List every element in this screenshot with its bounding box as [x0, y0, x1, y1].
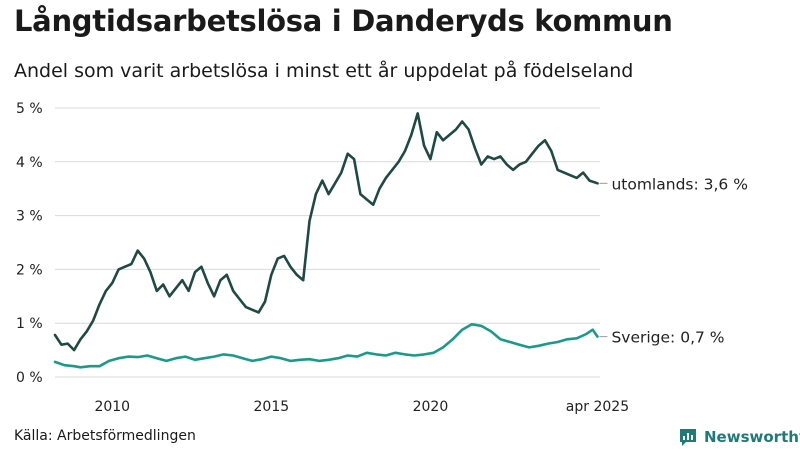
chart-subtitle: Andel som varit arbetslösa i minst ett å…	[14, 60, 634, 82]
x-axis-ticks: 2010 2015 2020 apr 2025	[94, 399, 629, 415]
source-note: Källa: Arbetsförmedlingen	[14, 428, 196, 444]
end-labels: utomlands: 3,6 % Sverige: 0,7 %	[599, 175, 748, 347]
y-tick-label: 0 %	[16, 370, 43, 386]
x-tick-label: 2015	[254, 399, 290, 415]
series-line-sverige	[53, 323, 599, 369]
x-tick-label: 2010	[94, 399, 130, 415]
newsworthy-logo-icon	[680, 429, 696, 446]
chart-title: Långtidsarbetslösa i Danderyds kommun	[14, 4, 673, 38]
brand-name: Newsworthy	[704, 428, 800, 446]
brand-logo: Newsworthy	[678, 426, 800, 448]
y-tick-label: 4 %	[16, 155, 43, 171]
y-tick-label: 2 %	[16, 262, 43, 278]
x-tick-label: apr 2025	[566, 399, 629, 415]
grid-lines	[55, 107, 600, 378]
y-tick-label: 3 %	[16, 209, 43, 225]
y-tick-label: 1 %	[16, 316, 43, 332]
x-tick-label: 2020	[413, 399, 449, 415]
line-chart: 0 %1 %2 %3 %4 %5 % 2010 2015 2020 apr 2025 …	[16, 101, 748, 415]
end-label-sverige: Sverige: 0,7 %	[611, 329, 724, 347]
y-tick-label: 5 %	[16, 101, 43, 117]
end-label-utomlands: utomlands: 3,6 %	[611, 175, 747, 193]
series-lines	[53, 112, 599, 369]
series-line-utomlands	[53, 112, 599, 352]
y-axis-ticks: 0 % 1 % 2 % 3 % 4 % 5 %	[16, 101, 43, 386]
